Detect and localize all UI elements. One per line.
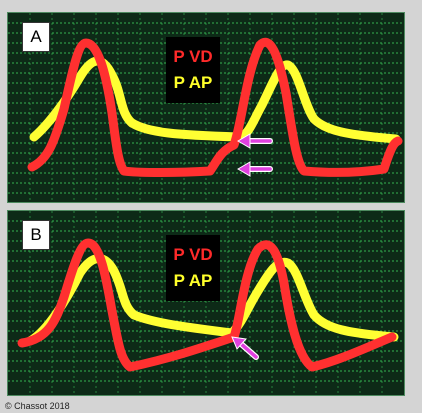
panel-a-pvd-curve (27, 37, 403, 177)
panel-b-label: B (22, 220, 50, 250)
panel-b-legend: P VD P AP (166, 235, 220, 301)
panel-a-plot (8, 13, 404, 202)
panel-b-arrow (231, 336, 259, 360)
panel-a-arrow-lower (237, 161, 273, 177)
panel-b-pvd-curve (17, 238, 397, 372)
panel-a: A P VD P AP (7, 12, 405, 203)
panel-a-legend-pvd: P VD (173, 47, 213, 66)
copyright-text: © Chassot 2018 (5, 401, 70, 411)
panel-b-plot (8, 211, 404, 395)
panel-b-pap-curve (25, 254, 399, 346)
panel-a-legend: P VD P AP (166, 37, 220, 103)
panel-b-legend-pap: P AP (173, 271, 213, 290)
panel-b: B P VD P AP (7, 210, 405, 396)
panel-a-label: A (22, 22, 50, 52)
panel-a-legend-pap: P AP (173, 73, 213, 92)
panel-a-arrow-upper (237, 133, 273, 149)
panel-b-legend-pvd: P VD (173, 245, 213, 264)
